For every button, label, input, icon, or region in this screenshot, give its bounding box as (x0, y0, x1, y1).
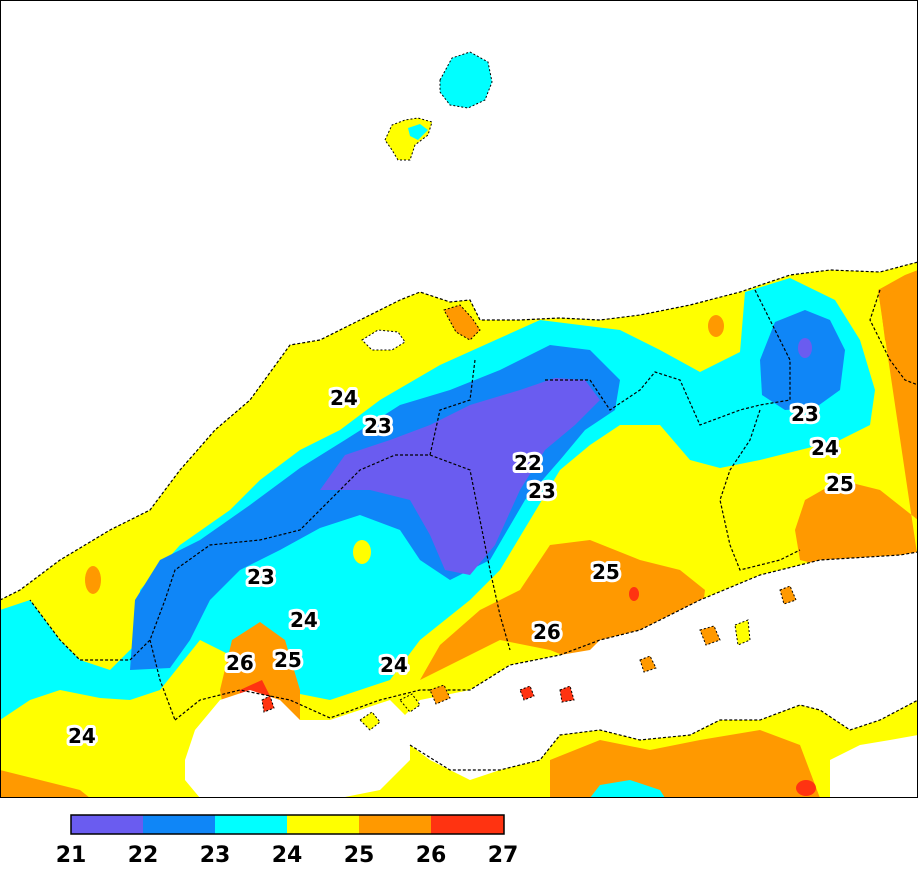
legend-tick: 27 (488, 843, 519, 868)
inland-islands (261, 585, 797, 731)
contour-label: 23 (247, 565, 275, 589)
inland-sea-east (830, 735, 918, 798)
contour-label: 24 (380, 653, 408, 677)
prefecture-border-4 (719, 409, 801, 571)
coastline (0, 261, 918, 601)
prefecture-border (29, 359, 476, 661)
south-coast (174, 551, 918, 721)
zone-26-27-d (796, 780, 816, 796)
zone-25-26-west-spot (85, 566, 101, 594)
contour-label: 23 (528, 479, 556, 503)
prefecture-border-2 (429, 454, 511, 651)
legend-swatch-22-23 (143, 815, 215, 834)
zone-25-26-east-top (880, 280, 918, 390)
legend-outline (70, 814, 505, 835)
legend-tick: 22 (128, 843, 159, 868)
prefecture-border-3 (545, 289, 791, 426)
zone-23-24-bottom (590, 780, 665, 798)
legend-swatch-23-24 (215, 815, 287, 834)
contour-label: 23 (791, 402, 819, 426)
contour-label: 26 (226, 651, 254, 675)
contour-labels: 24 23 22 23 23 24 25 23 24 26 25 24 24 2… (65, 383, 857, 751)
zone-25-26-spot (708, 315, 724, 337)
zone-25-26-west (0, 770, 90, 798)
contour-label: 25 (826, 472, 854, 496)
contour-label: 24 (330, 386, 358, 410)
legend-tick: 26 (416, 843, 447, 868)
contour-label: 24 (68, 724, 96, 748)
contour-label: 26 (533, 620, 561, 644)
zone-22-23-east (760, 310, 845, 410)
oki-dozen-cyan (408, 124, 428, 140)
oki-dogo (439, 51, 493, 109)
lake-nakaumi (443, 304, 481, 341)
contour-label: 24 (290, 608, 318, 632)
prefecture-border-6 (149, 639, 176, 721)
shikoku-coast (409, 699, 918, 771)
legend-swatch-24-25 (287, 815, 359, 834)
contour-label: 25 (592, 560, 620, 584)
legend-tick: 25 (344, 843, 375, 868)
inland-sea (400, 552, 918, 780)
color-legend: 21 22 23 24 25 26 27 (0, 800, 918, 870)
lake-shinji (361, 329, 406, 351)
zone-26-27-b (629, 587, 639, 601)
legend-ticks: 21 22 23 24 25 26 27 (56, 843, 519, 868)
temperature-map: 24 23 22 23 23 24 25 23 24 26 25 24 24 2… (0, 0, 918, 798)
zone-21-22 (320, 378, 600, 575)
contour-label: 23 (364, 414, 392, 438)
inland-sea-west (185, 690, 410, 798)
zone-24-25-spot (353, 540, 371, 564)
contour-label: 25 (274, 648, 302, 672)
legend-tick: 21 (56, 843, 87, 868)
contour-label: 24 (811, 436, 839, 460)
legend-tick: 23 (200, 843, 231, 868)
legend-swatch-25-26 (359, 815, 431, 834)
zone-25-26-east (795, 270, 918, 570)
zone-21-22-spot (798, 338, 812, 358)
legend-swatch-26-27 (431, 815, 504, 834)
contour-label: 22 (514, 451, 542, 475)
legend-bar (70, 814, 505, 835)
legend-swatch-21-22 (71, 815, 143, 834)
prefecture-border-5 (869, 289, 918, 386)
legend-tick: 24 (272, 843, 303, 868)
zone-25-26-bottom (550, 730, 820, 798)
